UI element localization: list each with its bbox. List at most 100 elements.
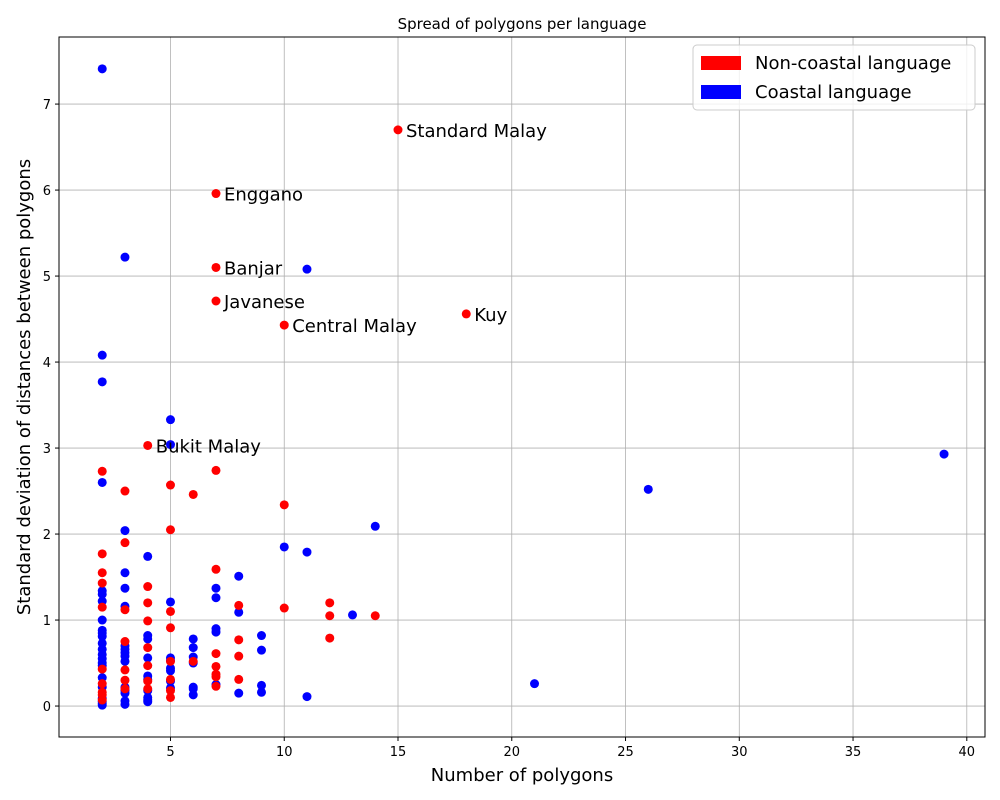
data-point-coastal [143, 697, 153, 707]
data-point-coastal [120, 656, 130, 666]
data-point-coastal [188, 690, 198, 700]
data-point-non-coastal [234, 635, 244, 645]
x-tick-label: 15 [390, 745, 407, 760]
data-point-coastal [97, 350, 107, 360]
data-point-non-coastal [143, 582, 153, 592]
data-point-non-coastal [234, 651, 244, 661]
plot-frame [58, 36, 986, 738]
data-point-coastal [211, 593, 221, 603]
data-point-coastal [256, 687, 266, 697]
data-point-non-coastal [165, 623, 175, 633]
data-point-non-coastal [97, 602, 107, 612]
data-point-coastal [165, 415, 175, 425]
point-annotation-label: Kuy [474, 305, 507, 326]
point-annotation-label: Banjar [224, 258, 283, 279]
data-point-non-coastal [120, 538, 130, 548]
x-tick-label: 30 [731, 745, 748, 760]
point-annotations: Standard Malay Enggano Banjar Javanese Centr… [156, 121, 547, 458]
data-point-coastal [120, 583, 130, 593]
data-point-non-coastal [211, 189, 221, 199]
data-point-non-coastal [234, 600, 244, 610]
data-point-non-coastal [461, 309, 471, 319]
data-point-non-coastal [279, 603, 289, 613]
data-point-non-coastal [393, 125, 403, 135]
data-point-coastal [97, 631, 107, 641]
data-point-non-coastal [325, 611, 335, 621]
data-point-non-coastal [211, 296, 221, 306]
data-point-non-coastal [165, 674, 175, 684]
data-point-non-coastal [211, 465, 221, 475]
y-tick-label: 6 [43, 184, 51, 199]
data-point-non-coastal [165, 692, 175, 702]
data-point-coastal [211, 627, 221, 637]
data-point-non-coastal [325, 598, 335, 608]
data-point-coastal [530, 679, 540, 689]
y-tick-label: 1 [43, 614, 51, 629]
data-point-coastal [302, 547, 312, 557]
data-point-non-coastal [370, 611, 380, 621]
data-point-non-coastal [97, 578, 107, 588]
data-point-non-coastal [165, 656, 175, 666]
legend-label-coastal: Coastal language [755, 82, 912, 103]
y-tick-label: 2 [43, 528, 51, 543]
legend-label-non-coastal: Non-coastal language [755, 53, 951, 74]
point-annotation-label: Central Malay [292, 316, 417, 337]
data-point-coastal [97, 377, 107, 387]
data-point-coastal [97, 64, 107, 74]
axis-ticks: 5 10 15 20 25 30 35 40 0 1 2 3 4 5 6 7 [43, 98, 975, 760]
data-point-non-coastal [279, 320, 289, 330]
data-point-non-coastal [120, 675, 130, 685]
legend-swatch-non-coastal [701, 56, 741, 70]
data-point-coastal [302, 692, 312, 702]
legend-box [692, 44, 976, 111]
data-point-non-coastal [120, 486, 130, 496]
data-point-non-coastal [165, 686, 175, 696]
y-tick-label: 7 [43, 98, 51, 113]
data-point-non-coastal [211, 649, 221, 659]
x-tick-label: 40 [959, 745, 976, 760]
point-annotation-label: Javanese [223, 292, 305, 313]
data-point-non-coastal [143, 643, 153, 653]
data-point-coastal [97, 477, 107, 487]
data-point-coastal [211, 583, 221, 593]
data-point-coastal [234, 607, 244, 617]
data-point-coastal [165, 597, 175, 607]
data-point-coastal [370, 521, 380, 531]
y-tick-label: 3 [43, 442, 51, 457]
data-point-non-coastal [120, 605, 130, 615]
y-tick-label: 0 [43, 700, 51, 715]
data-point-coastal [643, 484, 653, 494]
data-point-coastal [120, 699, 130, 709]
data-point-non-coastal [143, 598, 153, 608]
data-point-non-coastal [97, 695, 107, 705]
point-annotation-label: Standard Malay [406, 121, 547, 142]
data-point-coastal [120, 568, 130, 578]
data-point-coastal [234, 688, 244, 698]
data-point-coastal [188, 643, 198, 653]
data-point-non-coastal [143, 661, 153, 671]
data-point-coastal [234, 571, 244, 581]
data-point-coastal [256, 645, 266, 655]
grid-lines [59, 37, 985, 737]
data-point-non-coastal [120, 684, 130, 694]
data-point-non-coastal [165, 606, 175, 616]
data-point-non-coastal [97, 664, 107, 674]
data-point-coastal [279, 542, 289, 552]
y-tick-label: 4 [43, 356, 51, 371]
data-point-non-coastal [143, 676, 153, 686]
data-point-non-coastal [97, 466, 107, 476]
data-point-coastal [143, 634, 153, 644]
data-point-non-coastal [143, 616, 153, 626]
data-point-non-coastal [165, 525, 175, 535]
data-point-coastal [143, 551, 153, 561]
data-point-non-coastal [211, 661, 221, 671]
x-tick-label: 10 [276, 745, 293, 760]
data-point-non-coastal [120, 665, 130, 675]
data-point-non-coastal [188, 489, 198, 499]
point-annotation-label: Enggano [224, 185, 303, 206]
data-point-non-coastal [211, 681, 221, 691]
data-point-coastal [256, 680, 266, 690]
data-point-non-coastal [97, 549, 107, 559]
